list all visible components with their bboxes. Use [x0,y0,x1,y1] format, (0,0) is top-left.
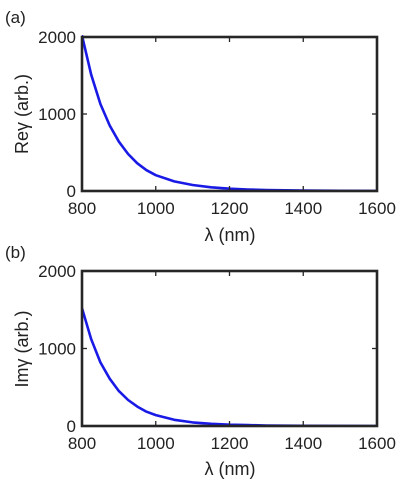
x-tick-label: 1400 [284,434,322,453]
x-tick-label: 800 [68,434,96,453]
x-axis-label: λ (nm) [205,225,256,245]
x-tick-label: 1200 [211,199,249,218]
axes-box [80,269,379,428]
y-tick-label: 2000 [38,262,76,281]
x-tick-label: 1000 [137,434,175,453]
plot-area: 800 1000 1200 1400 1600 0 1000 2000 [38,262,396,453]
panel-label: (a) [5,8,26,27]
axes-box [80,35,379,193]
x-tick-label: 1400 [284,199,322,218]
x-tick-label: 800 [68,199,96,218]
y-axis-label: Imγ (arb.) [12,310,32,387]
series-line [82,306,377,426]
y-tick-label: 0 [67,417,76,436]
plot-area: 800 1000 1200 1400 1600 0 1000 2000 [38,28,396,218]
x-tick-label: 1200 [211,434,249,453]
y-tick-label: 0 [67,182,76,201]
panel-b: (b) 800 1000 1200 1400 1600 0 1000 2000 Imγ (ar… [5,243,396,479]
x-tick-label: 1600 [358,199,396,218]
y-tick-label: 1000 [38,340,76,359]
y-tick-label: 2000 [38,28,76,47]
panel-label: (b) [5,243,26,262]
y-axis-label: Reγ (arb.) [12,74,32,154]
x-axis-label: λ (nm) [205,459,256,479]
series-line [82,35,377,191]
x-tick-label: 1600 [358,434,396,453]
panel-a: (a) 800 1000 1200 1400 1600 0 1000 2000 Reγ (ar… [5,8,396,245]
x-tick-label: 1000 [137,199,175,218]
y-tick-label: 1000 [38,105,76,124]
